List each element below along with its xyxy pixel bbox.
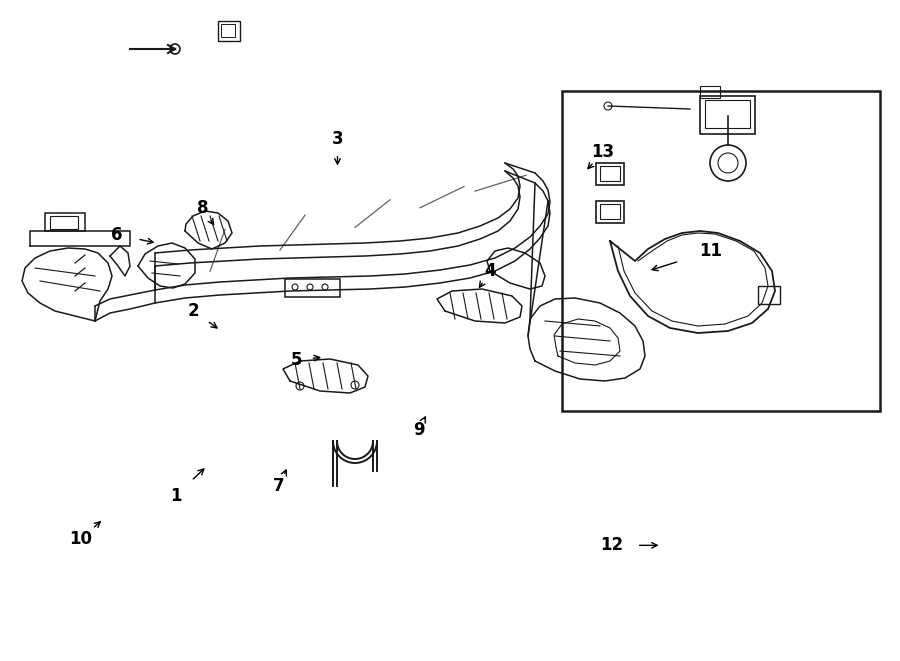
Bar xyxy=(285,279,340,297)
Bar xyxy=(700,86,720,98)
Text: 7: 7 xyxy=(274,477,284,495)
Bar xyxy=(758,286,780,304)
Bar xyxy=(600,204,620,219)
Bar xyxy=(218,21,240,41)
Text: 13: 13 xyxy=(591,143,615,161)
Text: 10: 10 xyxy=(69,529,93,548)
Bar xyxy=(45,213,85,231)
Text: 1: 1 xyxy=(170,486,181,505)
Text: 3: 3 xyxy=(332,130,343,148)
Text: 5: 5 xyxy=(292,351,302,369)
Bar xyxy=(562,91,880,411)
Bar xyxy=(700,96,755,134)
Text: 12: 12 xyxy=(600,536,624,555)
Text: 2: 2 xyxy=(188,301,199,320)
Text: 6: 6 xyxy=(112,225,122,244)
Text: 11: 11 xyxy=(699,242,723,260)
Text: 8: 8 xyxy=(197,199,208,217)
Bar xyxy=(600,166,620,181)
Bar xyxy=(705,100,750,128)
Text: 9: 9 xyxy=(413,420,424,439)
Bar xyxy=(50,216,78,229)
Text: 4: 4 xyxy=(485,262,496,280)
Bar xyxy=(596,163,624,185)
Bar xyxy=(221,24,235,37)
Bar xyxy=(596,201,624,223)
